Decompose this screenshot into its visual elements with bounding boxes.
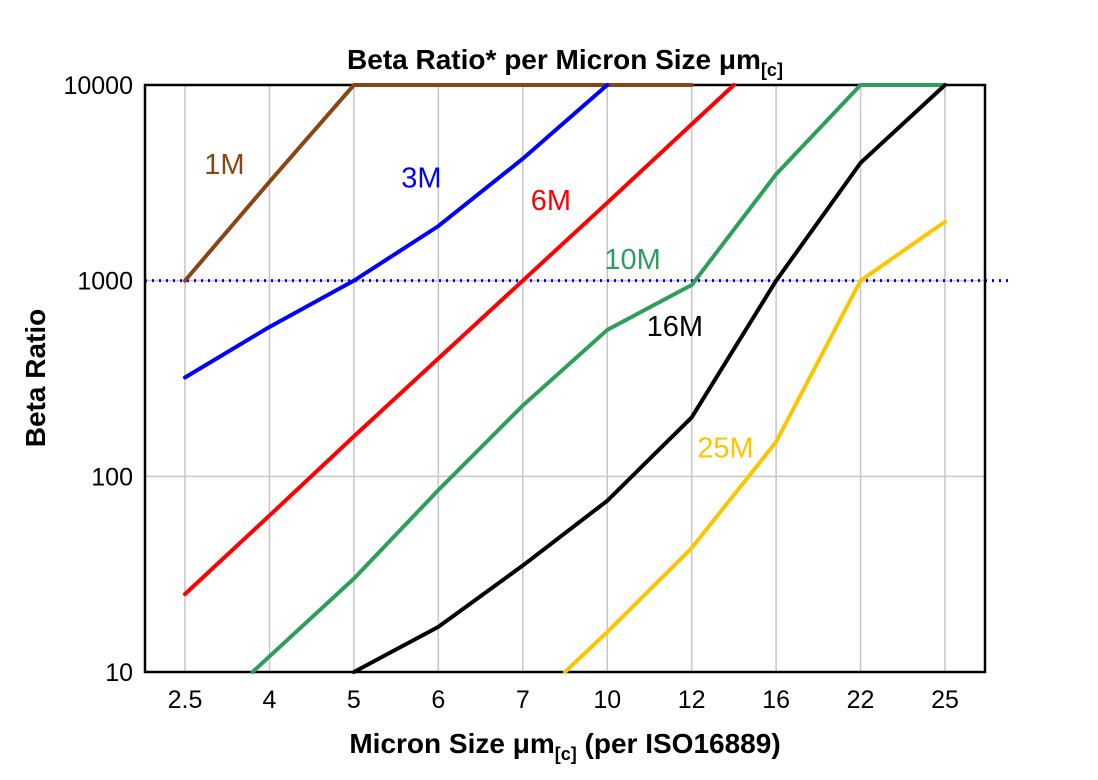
y-tick-label: 100 <box>91 463 133 491</box>
x-tick-label: 22 <box>847 686 875 714</box>
x-axis-label-prefix: Micron Size μm <box>349 728 555 759</box>
series-line-25M <box>563 219 947 674</box>
chart-title-text: Beta Ratio* per Micron Size μm <box>347 44 761 75</box>
x-tick-label: 10 <box>593 686 621 714</box>
x-tick-label: 5 <box>347 686 361 714</box>
series-label-16M: 16M <box>647 311 703 343</box>
x-tick-label: 25 <box>931 686 959 714</box>
x-tick-label: 16 <box>762 686 790 714</box>
x-tick-label: 7 <box>516 686 530 714</box>
y-tick-label: 1000 <box>77 268 133 296</box>
x-tick-label: 4 <box>262 686 276 714</box>
x-tick-label: 12 <box>678 686 706 714</box>
series-line-6M <box>183 83 736 597</box>
x-axis-label-subscript: [c] <box>554 744 577 764</box>
series-label-10M: 10M <box>604 244 660 276</box>
chart-title-subscript: [c] <box>760 60 783 80</box>
plot-border <box>143 83 987 674</box>
x-axis-label-suffix: (per ISO16889) <box>576 728 781 759</box>
chart-title: Beta Ratio* per Micron Size μm[c] <box>145 44 985 81</box>
x-axis-label: Micron Size μm[c] (per ISO16889) <box>145 728 985 765</box>
series-label-25M: 25M <box>697 432 753 464</box>
series-line-1M <box>183 83 694 283</box>
x-tick-label: 2.5 <box>168 686 203 714</box>
x-tick-label: 6 <box>431 686 445 714</box>
series-label-1M: 1M <box>204 149 244 181</box>
y-tick-label: 10000 <box>63 72 133 100</box>
series-label-3M: 3M <box>401 162 441 194</box>
series-line-3M <box>183 83 610 380</box>
series-label-6M: 6M <box>531 185 571 217</box>
series-line-10M <box>250 83 947 674</box>
y-tick-label: 10 <box>105 659 133 687</box>
series-line-16M <box>351 83 947 674</box>
